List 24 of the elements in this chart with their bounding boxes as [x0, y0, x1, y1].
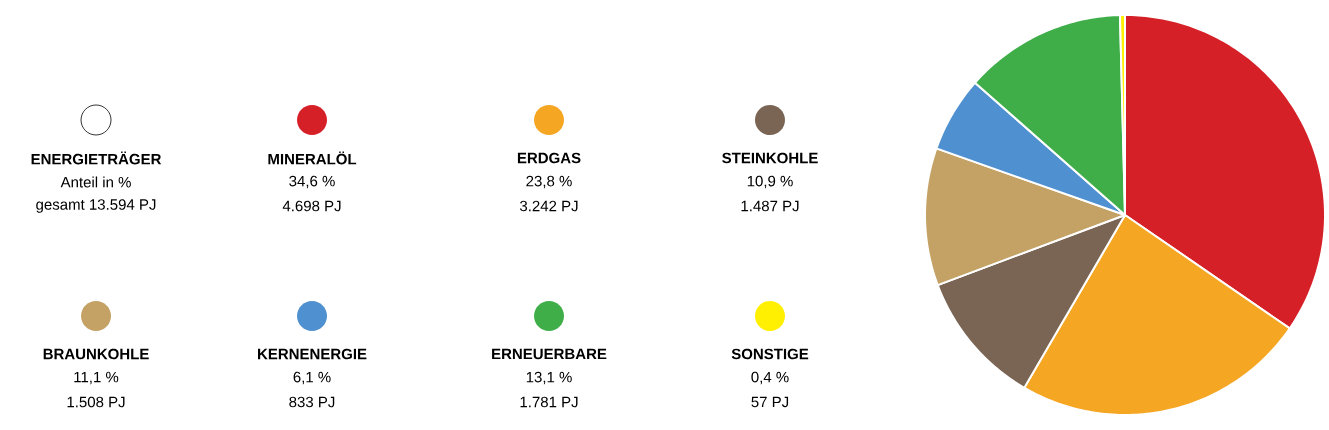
legend-label: ERDGAS — [517, 152, 581, 164]
text: 57 PJ — [751, 396, 789, 408]
data-label: 13,1 % — [526, 371, 572, 385]
text: 1.508 PJ — [67, 396, 125, 408]
data-label: 11,1 % — [74, 371, 119, 385]
text: gesamt 13.594 PJ — [36, 199, 156, 213]
text: 3.242 PJ — [519, 200, 578, 212]
data-label: 10,9 % — [747, 175, 793, 189]
text: 1.781 PJ — [520, 396, 578, 408]
legend-label: STEINKOHLE — [722, 152, 818, 164]
data-label: 6,1 % — [293, 371, 331, 385]
text: 4.698 PJ — [282, 200, 341, 212]
legend-label: KERNENERGIE — [258, 348, 367, 360]
data-label: 23,8 % — [526, 175, 572, 189]
legend-label: ERNEUERBARE — [492, 348, 607, 360]
legend-label: MINERALÖL — [268, 151, 357, 165]
legend-label: BRAUNKOHLE — [43, 348, 149, 360]
data-label: 0,4 % — [751, 371, 789, 385]
text: Anteil in % — [60, 176, 131, 188]
legend-label: SONSTIGE — [731, 348, 809, 360]
text: 1.487 PJ — [741, 200, 799, 212]
data-label: 34,6 % — [289, 175, 335, 189]
legend-title: ENERGIETRÄGER — [31, 151, 162, 165]
text: 833 PJ — [289, 396, 335, 408]
